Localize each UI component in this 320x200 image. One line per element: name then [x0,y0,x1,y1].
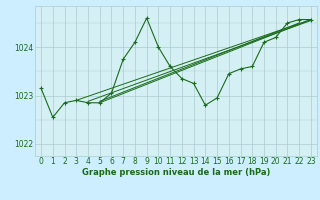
X-axis label: Graphe pression niveau de la mer (hPa): Graphe pression niveau de la mer (hPa) [82,168,270,177]
